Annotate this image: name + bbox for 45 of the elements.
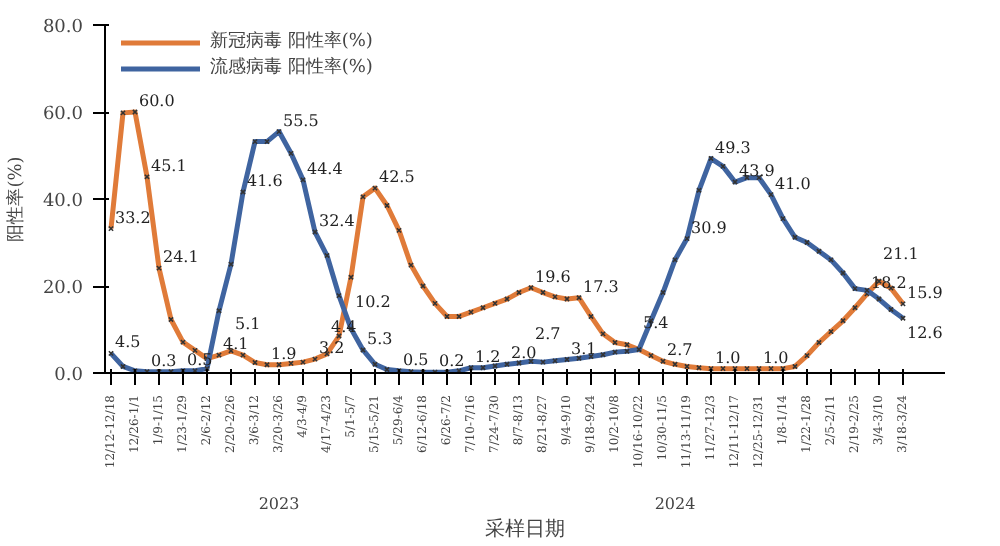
data-label: 10.2 bbox=[355, 292, 391, 311]
data-label: 2.7 bbox=[667, 341, 693, 360]
y-tick-label: 60.0 bbox=[42, 105, 84, 125]
data-label: 0.5 bbox=[403, 350, 429, 369]
data-label: 32.4 bbox=[319, 212, 355, 231]
data-label: 24.1 bbox=[163, 248, 199, 267]
data-label: 55.5 bbox=[283, 111, 319, 130]
data-label: 1.0 bbox=[763, 348, 789, 367]
data-label: 41.0 bbox=[775, 174, 811, 193]
text: 2023 bbox=[258, 495, 300, 513]
legend-label: 新冠病毒 阳性率(%) bbox=[210, 29, 375, 54]
y-tick-label: 0.0 bbox=[54, 366, 84, 386]
data-label: 19.6 bbox=[535, 267, 571, 286]
data-label: 42.5 bbox=[379, 168, 415, 187]
data-label: 60.0 bbox=[139, 92, 175, 110]
text: 2024 bbox=[654, 495, 696, 513]
data-label: 1.9 bbox=[271, 344, 297, 363]
data-label: 1.2 bbox=[475, 347, 501, 366]
data-label: 33.2 bbox=[115, 208, 151, 227]
data-label: 45.1 bbox=[151, 156, 187, 175]
data-label: 15.9 bbox=[907, 283, 943, 302]
data-label: 12.6 bbox=[907, 324, 943, 343]
y-tick-label: 20.0 bbox=[42, 279, 84, 299]
y-tick-label: 40.0 bbox=[42, 192, 84, 212]
data-label: 44.4 bbox=[307, 159, 343, 178]
data-label: 5.3 bbox=[367, 329, 393, 348]
data-label: 4.5 bbox=[115, 333, 141, 352]
data-label: 30.9 bbox=[691, 218, 727, 237]
y-tick-label: 80.0 bbox=[42, 18, 84, 38]
data-label: 49.3 bbox=[715, 138, 751, 157]
x-axis-title: 采样日期 bbox=[485, 517, 565, 541]
data-label: 21.1 bbox=[883, 245, 919, 264]
data-label: 17.3 bbox=[583, 277, 619, 296]
data-label: 43.9 bbox=[739, 162, 775, 181]
data-label: 41.6 bbox=[247, 172, 283, 191]
data-label: 2.0 bbox=[511, 344, 537, 363]
data-label: 0.2 bbox=[439, 352, 465, 371]
legend-label: 流感病毒 阳性率(%) bbox=[210, 55, 375, 80]
data-label: 2.7 bbox=[535, 325, 561, 344]
data-label: 4.1 bbox=[223, 335, 249, 354]
data-label: 3.1 bbox=[571, 339, 597, 358]
data-label: 5.1 bbox=[235, 314, 261, 333]
data-label: 1.0 bbox=[715, 348, 741, 367]
data-label: 0.3 bbox=[151, 351, 177, 370]
y-axis-title: 阳性率(%) bbox=[4, 156, 27, 242]
